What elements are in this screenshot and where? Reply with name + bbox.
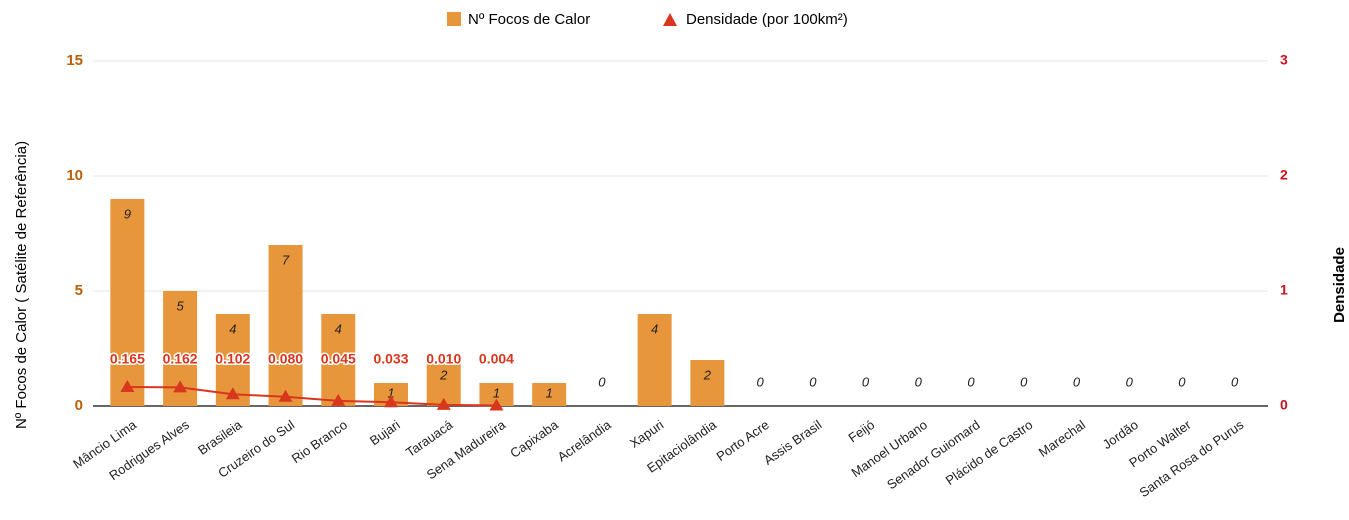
bar-label: 4 — [651, 321, 658, 336]
bar-label: 0 — [598, 374, 606, 389]
bar-label: 0 — [967, 374, 975, 389]
bar-label: 0 — [915, 374, 923, 389]
bar — [374, 383, 408, 406]
x-tick-label: Plácido de Castro — [943, 417, 1036, 488]
marker — [225, 387, 240, 400]
bar-label: 0 — [1020, 374, 1028, 389]
y2-tick-label: 0 — [1280, 397, 1288, 413]
line-label: 0.165 — [110, 351, 145, 367]
bar-label: 1 — [387, 385, 394, 400]
bar-label: 0 — [756, 374, 764, 389]
marker — [278, 389, 293, 402]
line-label: 0.033 — [373, 351, 408, 367]
x-tick-label: Capixaba — [507, 417, 561, 461]
bar-label: 0 — [862, 374, 870, 389]
bar-label: 0 — [1126, 374, 1134, 389]
x-tick-label: Marechal — [1036, 417, 1088, 460]
bar-label: 0 — [1231, 374, 1239, 389]
bar-label: 2 — [439, 367, 448, 382]
y-tick-label: 0 — [75, 397, 83, 414]
bar-label: 4 — [335, 321, 342, 336]
x-tick-label: Acrelândia — [555, 417, 615, 465]
marker — [436, 397, 451, 410]
bar — [110, 199, 145, 406]
line-label: 0.010 — [426, 351, 461, 367]
x-tick-label: Xapuri — [627, 417, 666, 451]
bar-label: 5 — [176, 298, 184, 313]
bar-label: 7 — [282, 252, 290, 267]
x-tick-label: Senador Guiomard — [884, 417, 983, 492]
line-label: 0.162 — [163, 351, 198, 367]
bar — [268, 245, 303, 406]
bar-label: 0 — [1073, 374, 1081, 389]
bar-label: 1 — [493, 385, 500, 400]
y2-axis-title: Densidade — [1331, 247, 1348, 323]
legend-label: Densidade (por 100km²) — [686, 11, 848, 28]
x-tick-label: Jordão — [1100, 417, 1141, 452]
marker — [384, 395, 398, 408]
bar — [690, 360, 725, 406]
bar-label: 1 — [546, 385, 553, 400]
y2-tick-label: 3 — [1280, 52, 1288, 68]
x-tick-label: Assis Brasil — [761, 417, 825, 468]
line-label: 0.080 — [268, 351, 303, 367]
marker — [489, 398, 504, 411]
bar — [321, 314, 356, 406]
line-label: 0.045 — [321, 351, 356, 367]
bar-label: 0 — [1178, 374, 1186, 389]
y-axis-title: Nº Focos de Calor ( Satélite de Referênc… — [13, 141, 30, 429]
marker — [331, 393, 346, 406]
legend-label: Nº Focos de Calor — [468, 11, 590, 28]
legend-swatch — [447, 12, 461, 26]
y-tick-label: 15 — [66, 52, 83, 69]
y-tick-label: 10 — [66, 167, 83, 184]
legend-swatch — [663, 13, 677, 26]
x-tick-label: Feijó — [846, 417, 878, 445]
y2-tick-label: 2 — [1280, 167, 1288, 183]
bar — [479, 383, 514, 406]
marker — [173, 380, 188, 393]
bar-label: 0 — [809, 374, 817, 389]
bar-label: 2 — [703, 367, 712, 382]
x-tick-label: Bujari — [367, 417, 403, 448]
bar-label: 9 — [124, 206, 131, 221]
bar — [532, 383, 567, 406]
marker — [120, 380, 135, 393]
x-tick-label: Rio Branco — [289, 417, 350, 466]
line-label: 0.004 — [479, 351, 514, 367]
bar-label: 4 — [229, 321, 236, 336]
line — [127, 386, 497, 407]
y-tick-label: 5 — [75, 282, 83, 299]
y2-tick-label: 1 — [1280, 282, 1288, 298]
bar — [637, 314, 672, 406]
line-label: 0.102 — [215, 351, 250, 367]
